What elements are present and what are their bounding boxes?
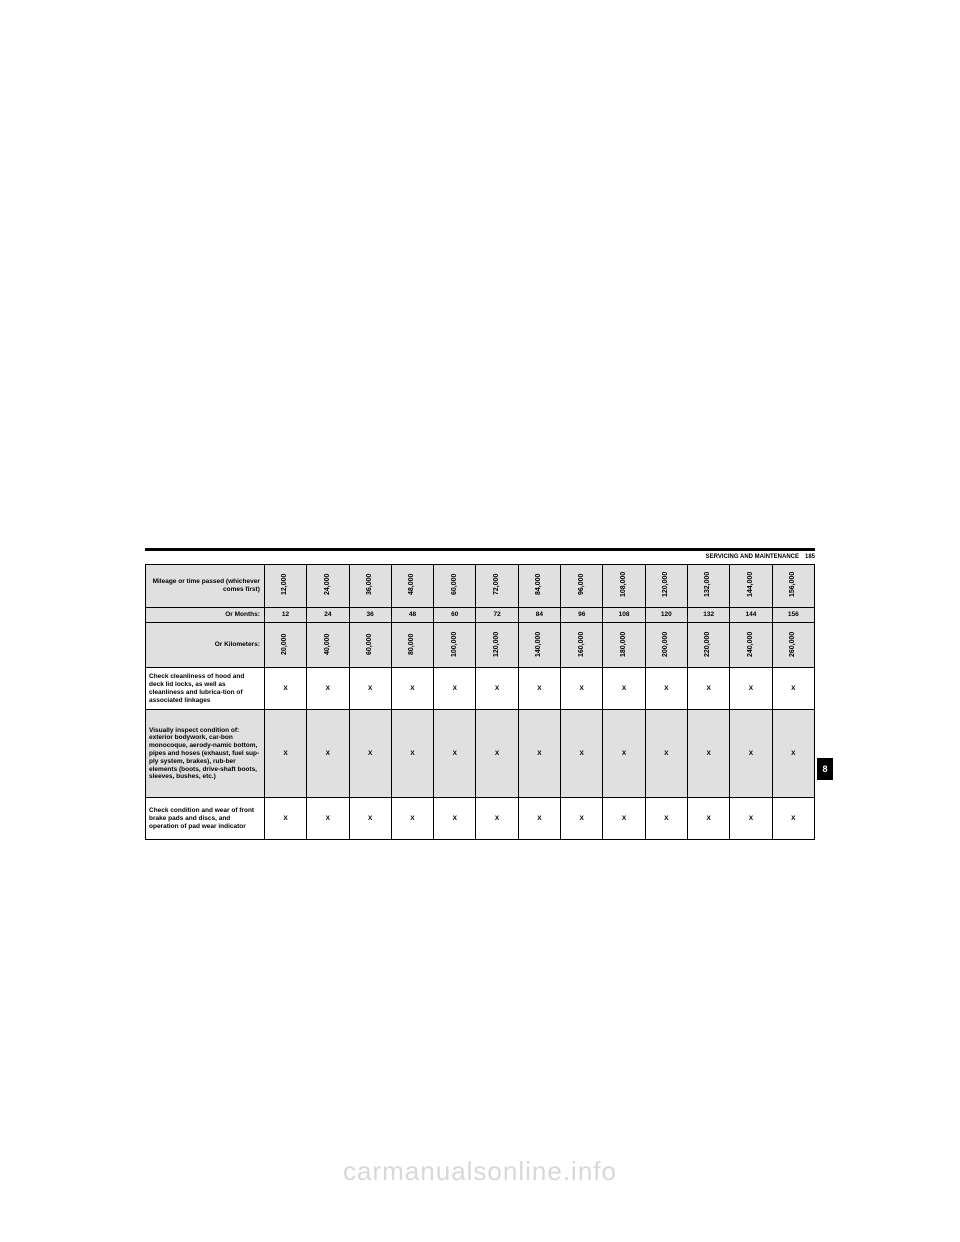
task-label: Check condition and wear of front brake … [146,798,265,840]
task-row: Check condition and wear of front brake … [146,798,815,840]
months-row: Or Months:122436486072849610812013214415… [146,607,815,622]
page-number: 185 [805,554,815,560]
section-title: SERVICING AND MAINTENANCE [706,554,799,560]
page-header: SERVICING AND MAINTENANCE 185 [145,554,815,560]
task-row: Check cleanliness of hood and deck lid l… [146,668,815,710]
section-tab: 8 [817,758,833,780]
watermark: carmanualsonline.info [0,1156,960,1187]
months-label: Or Months: [146,607,265,622]
maintenance-table: Mileage or time passed (whichever comes … [145,564,815,840]
task-label: Check cleanliness of hood and deck lid l… [146,668,265,710]
task-label: Visually inspect condition of: exterior … [146,710,265,798]
task-row: Visually inspect condition of: exterior … [146,710,815,798]
header-rule [145,548,815,551]
mileage-row: Mileage or time passed (whichever comes … [146,565,815,608]
kilometers-row: Or Kilometers:20,00040,00060,00080,00010… [146,622,815,668]
page-content: SERVICING AND MAINTENANCE 185 Mileage or… [145,548,815,840]
kilometers-label: Or Kilometers: [146,622,265,668]
mileage-label: Mileage or time passed (whichever comes … [146,565,265,608]
